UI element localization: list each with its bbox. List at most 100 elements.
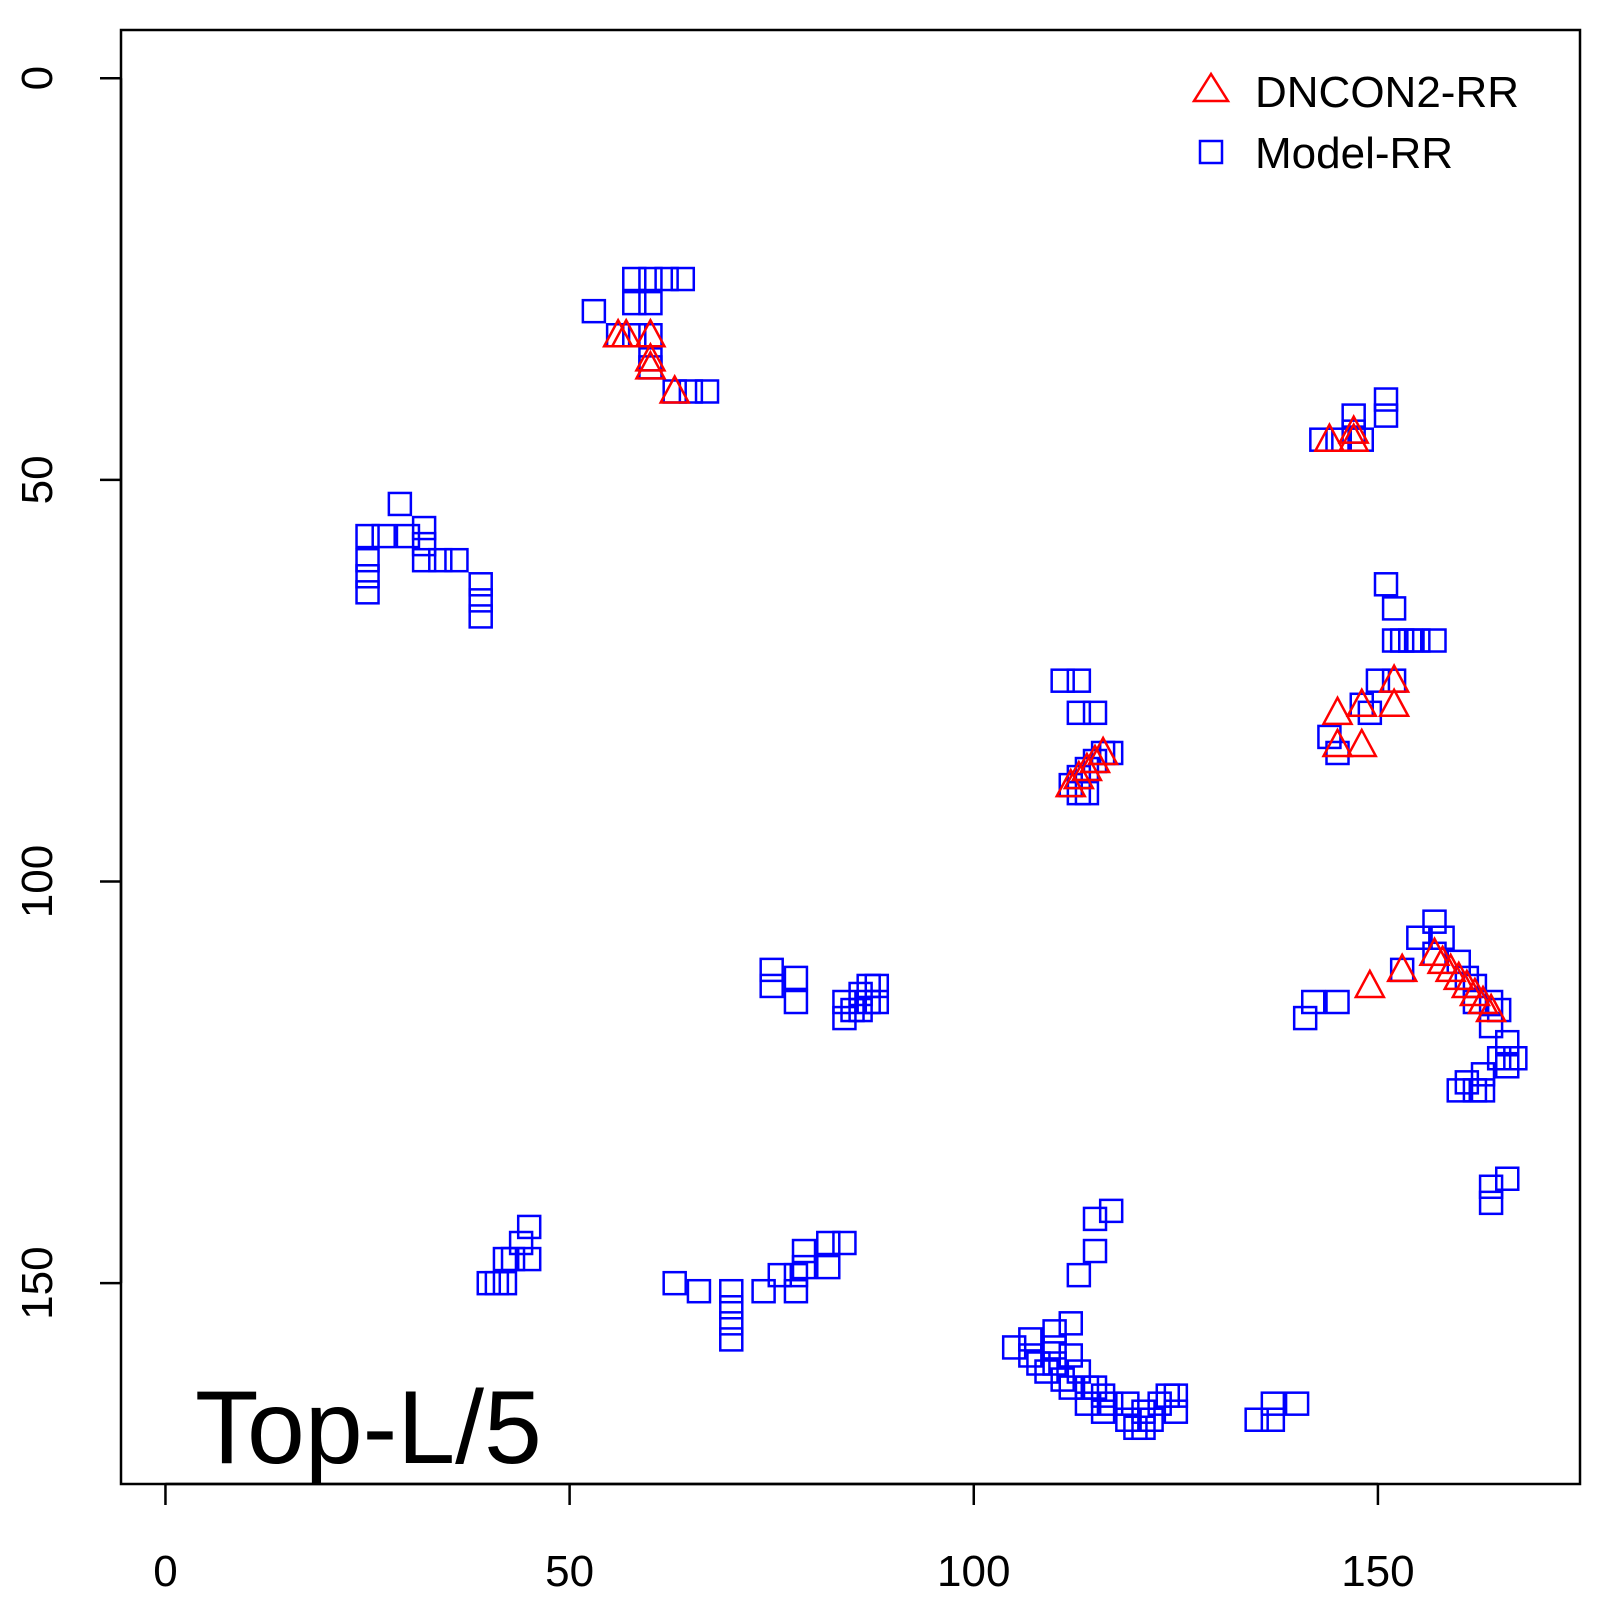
- model-rr-point: [719, 1278, 744, 1304]
- model-rr-point: [1284, 1391, 1310, 1416]
- model-rr-point: [1470, 1078, 1496, 1103]
- dncon2-rr-point: [1353, 968, 1386, 999]
- dncon2-rr-point: [634, 349, 667, 380]
- dncon2-rr-point: [1442, 960, 1475, 991]
- model-rr-point: [355, 547, 380, 573]
- model-rr-point: [355, 580, 380, 605]
- model-rr-point: [428, 547, 453, 573]
- dncon2-rr-point: [1450, 968, 1483, 999]
- model-rr-point: [767, 1262, 793, 1288]
- model-rr-point: [832, 1005, 857, 1031]
- model-rr-point: [1495, 1029, 1520, 1055]
- model-rr-point: [1301, 989, 1326, 1015]
- model-rr-point: [1406, 628, 1431, 653]
- model-rr-point: [1478, 1013, 1504, 1039]
- model-rr-point: [654, 266, 679, 292]
- dncon2-rr-point: [634, 341, 667, 372]
- model-rr-point: [1131, 1415, 1156, 1441]
- model-rr-point: [1058, 1343, 1084, 1368]
- model-rr-point: [1422, 909, 1447, 934]
- model-rr-point: [492, 1270, 518, 1296]
- model-rr-point: [719, 1311, 744, 1336]
- dncon2-rr-point: [1078, 743, 1112, 774]
- model-rr-point: [387, 491, 413, 517]
- dncon2-rr-point: [1458, 976, 1492, 1007]
- model-rr-point: [1131, 1399, 1156, 1424]
- model-rr-point: [783, 989, 809, 1015]
- model-rr-point: [1365, 668, 1391, 693]
- model-rr-point: [1260, 1407, 1286, 1432]
- dncon2-rr-point: [1345, 727, 1378, 758]
- model-rr-point: [1115, 1391, 1140, 1416]
- model-rr-point: [1381, 596, 1407, 621]
- dncon2-rr-point: [1321, 695, 1354, 726]
- model-rr-point: [411, 531, 437, 557]
- model-rr-point: [686, 1278, 712, 1304]
- model-rr-point: [1066, 1359, 1092, 1384]
- dncon2-rr-point: [1054, 767, 1087, 798]
- model-rr-point: [516, 1246, 542, 1272]
- model-rr-point: [1050, 1367, 1075, 1392]
- dncon2-rr-point: [1070, 751, 1104, 782]
- model-rr-point: [500, 1246, 526, 1272]
- model-rr-point: [355, 564, 380, 589]
- model-rr-point: [468, 572, 493, 597]
- dncon2-rr-point: [1418, 936, 1451, 967]
- model-rr-point: [1260, 1391, 1286, 1416]
- dncon2-rr-point: [1466, 984, 1500, 1015]
- series-dncon2-rr: [602, 317, 1508, 1023]
- legend-label-dncon2-rr: DNCON2-RR: [1255, 68, 1519, 117]
- model-rr-point: [751, 1278, 776, 1304]
- model-rr-point: [371, 523, 396, 549]
- model-rr-point: [1292, 1005, 1318, 1031]
- model-rr-point: [848, 997, 873, 1023]
- model-rr-point: [1082, 700, 1108, 726]
- dncon2-rr-point: [1345, 687, 1378, 718]
- y-tick-label: 0: [13, 66, 62, 90]
- model-rr-point: [791, 1238, 817, 1264]
- model-rr-point: [1066, 1262, 1092, 1288]
- y-tick-label: 100: [13, 845, 62, 918]
- data-points: [355, 266, 1528, 1441]
- model-rr-point: [783, 965, 809, 991]
- dncon2-rr-point: [1386, 952, 1419, 983]
- model-rr-point: [355, 523, 380, 549]
- model-rr-point: [1042, 1319, 1067, 1344]
- model-rr-point: [816, 1254, 841, 1280]
- x-tick-label: 100: [937, 1547, 1010, 1596]
- model-rr-point: [1098, 1198, 1124, 1224]
- model-rr-point: [622, 266, 647, 292]
- model-rr-point: [1244, 1407, 1269, 1432]
- model-rr-point: [694, 379, 720, 404]
- model-rr-point: [1163, 1383, 1189, 1408]
- model-rr-point: [783, 1262, 809, 1288]
- model-rr-point: [1090, 1399, 1116, 1424]
- dncon2-rr-point: [1062, 759, 1095, 790]
- model-rr-point: [1373, 403, 1399, 428]
- dncon2-rr-point: [610, 317, 643, 348]
- legend-marker-dncon2-rr: [1191, 71, 1231, 103]
- model-rr-point: [1470, 1062, 1496, 1087]
- dncon2-rr-point: [1426, 944, 1459, 975]
- model-rr-point: [816, 1230, 841, 1256]
- model-rr-point: [1163, 1399, 1189, 1424]
- model-rr-point: [864, 973, 890, 999]
- model-rr-point: [662, 1270, 687, 1296]
- model-rr-point: [1018, 1327, 1043, 1352]
- model-rr-point: [1495, 1054, 1520, 1079]
- x-tick-label: 150: [1341, 1547, 1414, 1596]
- dncon2-rr-point: [1474, 992, 1508, 1023]
- model-rr-point: [1325, 989, 1350, 1015]
- dncon2-rr-point: [1313, 422, 1346, 452]
- model-rr-point: [444, 547, 469, 573]
- model-rr-point: [1058, 1375, 1084, 1400]
- dncon2-rr-point: [1377, 687, 1411, 718]
- dncon2-rr-point: [1321, 727, 1354, 758]
- model-rr-point: [411, 547, 437, 573]
- x-tick-label: 50: [545, 1547, 594, 1596]
- model-rr-point: [1026, 1351, 1051, 1376]
- dncon2-rr-point: [1337, 414, 1370, 444]
- y-axis: 0 50 100 150: [13, 66, 123, 1320]
- model-rr-point: [791, 1254, 817, 1280]
